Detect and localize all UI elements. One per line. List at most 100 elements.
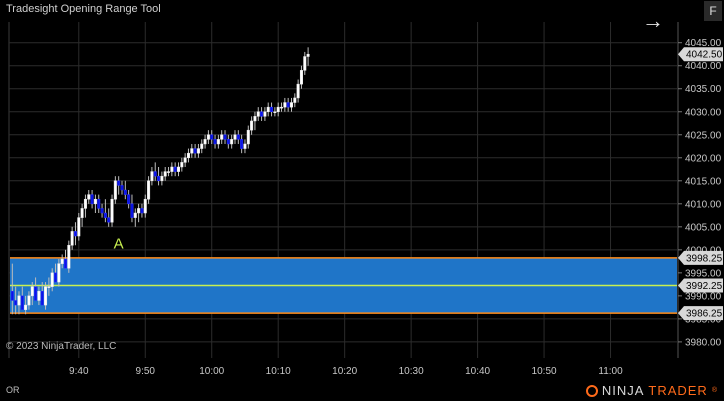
candle-body: [100, 208, 104, 214]
candle-body: [293, 97, 297, 103]
price-tick-label: 4045.00: [685, 38, 722, 49]
candle-body: [137, 208, 141, 214]
price-tick-label: 4005.00: [685, 222, 722, 233]
time-tick-label: 10:40: [465, 366, 490, 377]
candle-body: [150, 171, 154, 182]
candle-body: [117, 180, 121, 186]
brand-prefix: NINJA: [601, 383, 645, 398]
candle-body: [213, 139, 217, 145]
candle-body: [183, 157, 187, 163]
brand-suffix: TRADER: [648, 383, 708, 398]
candle-body: [206, 134, 210, 140]
candle-body: [280, 106, 284, 109]
breakout-marker-label: A: [114, 235, 124, 252]
candle-body: [24, 304, 28, 310]
f-button[interactable]: F: [704, 1, 722, 21]
candle-body: [240, 139, 244, 149]
candle-body: [180, 162, 184, 168]
candle-body: [236, 134, 240, 140]
price-tick-label: 4030.00: [685, 107, 722, 118]
tab-or[interactable]: OR: [6, 385, 20, 395]
candle-body: [37, 291, 41, 301]
candle-body: [263, 111, 267, 117]
candle-body: [67, 244, 71, 269]
candle-body: [163, 171, 167, 177]
candle-body: [273, 111, 277, 114]
price-tag-label: 3998.25: [686, 253, 723, 264]
candle-body: [30, 286, 34, 297]
candle-body: [176, 166, 180, 172]
candle-body: [147, 180, 151, 200]
candle-body: [127, 194, 131, 205]
price-tick-label: 4035.00: [685, 84, 722, 95]
candle-body: [87, 194, 91, 200]
candle-body: [303, 56, 307, 71]
candle-body: [256, 111, 260, 117]
price-tick-label: 4000.00: [685, 245, 722, 256]
time-tick-label: 9:50: [136, 366, 156, 377]
candle-body: [270, 106, 274, 113]
candle-body: [47, 286, 51, 288]
candle-body: [130, 203, 134, 218]
price-tag-box: [678, 250, 723, 265]
candle-body: [93, 198, 97, 205]
candle-body: [83, 198, 87, 209]
price-tick-label: 3990.00: [685, 291, 722, 302]
candle-body: [160, 175, 164, 182]
candle-body: [190, 148, 194, 154]
candle-body: [143, 198, 147, 214]
candle-body: [173, 166, 177, 172]
candle-body: [50, 272, 54, 287]
candle-body: [226, 139, 230, 145]
candle-body: [193, 148, 197, 154]
candle-body: [223, 134, 227, 140]
price-tag-label: 3992.25: [686, 281, 723, 292]
candle-body: [296, 83, 300, 99]
candle-body: [253, 116, 257, 122]
candle-body: [157, 175, 161, 182]
candle-body: [57, 263, 61, 283]
time-axis[interactable]: 9:40 9:50 10:00 10:10 10:20 10:30 10:40 10:50 11…: [69, 366, 623, 377]
time-tick-label: 10:10: [266, 366, 291, 377]
price-tick-label: 4015.00: [685, 176, 722, 187]
candle-body: [266, 106, 270, 113]
ninjatrader-logo: NINJA TRADER ®: [585, 383, 718, 398]
candle-body: [54, 272, 58, 283]
price-tag-box: [678, 278, 723, 293]
candle-body: [233, 134, 237, 140]
candle-body: [230, 139, 234, 145]
candle-body: [120, 185, 124, 191]
candle-body: [103, 212, 107, 218]
chart-title: Tradesight Opening Range Tool: [6, 3, 161, 15]
candle-body: [243, 143, 247, 149]
candle-body: [14, 300, 18, 306]
opening-range-zone: [10, 257, 677, 314]
price-tag-label: 3986.25: [686, 309, 723, 320]
candle-body: [107, 217, 111, 223]
candle-body: [97, 198, 101, 209]
candle-body: [186, 152, 190, 159]
price-tick-label: 4025.00: [685, 130, 722, 141]
candle-body: [250, 120, 254, 131]
candle-body: [10, 291, 14, 301]
candle-body: [140, 208, 144, 214]
candle-body: [289, 102, 293, 108]
forward-arrow-icon[interactable]: →: [642, 8, 664, 33]
price-tick-label: 4040.00: [685, 61, 722, 72]
candle-body: [283, 102, 287, 108]
candle-body: [306, 53, 310, 57]
candle-body: [203, 139, 207, 145]
candle-body: [20, 295, 24, 310]
candle-body: [77, 217, 81, 237]
time-tick-label: 11:00: [598, 366, 623, 377]
candle-body: [260, 111, 264, 117]
candle-body: [60, 258, 64, 264]
candle-body: [90, 194, 94, 205]
price-tick-label: 3980.00: [685, 337, 722, 348]
candle-body: [34, 286, 38, 301]
candle-body: [153, 171, 157, 177]
candle-body: [63, 258, 67, 269]
time-tick-label: 10:50: [532, 366, 557, 377]
price-axis[interactable]: 4045.00 4040.00 4035.00 4030.00 4025.00 4020.…: [677, 22, 723, 358]
